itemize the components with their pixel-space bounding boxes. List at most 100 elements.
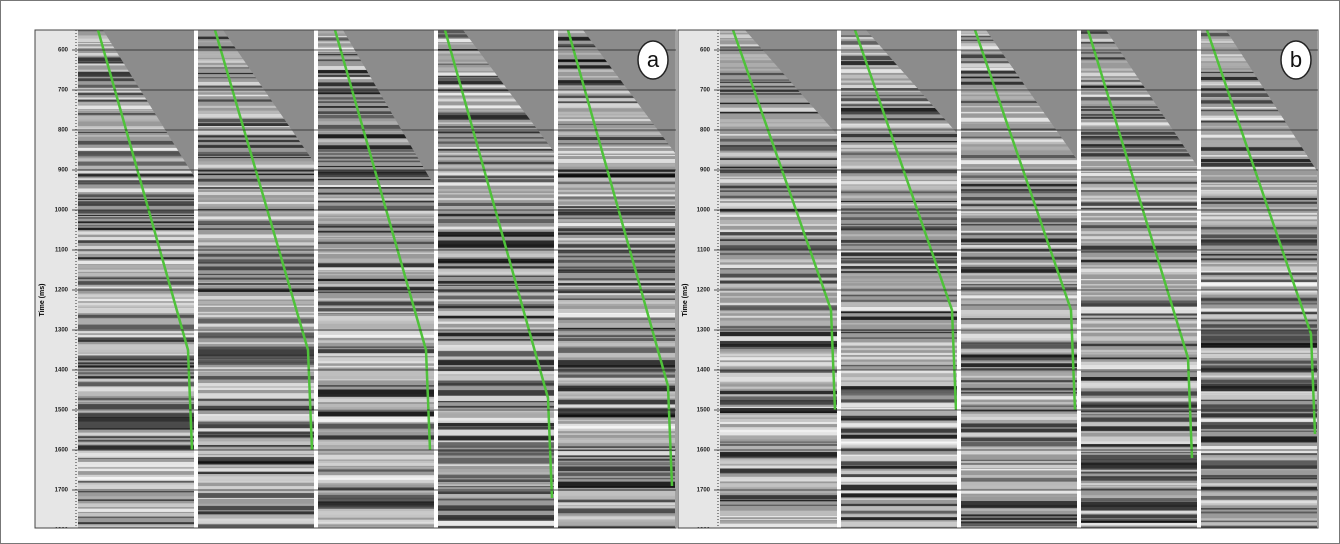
reflector	[198, 178, 314, 182]
reflector	[318, 482, 434, 485]
reflector	[78, 424, 194, 429]
reflector	[318, 430, 434, 433]
reflector	[318, 185, 434, 189]
reflector	[318, 357, 434, 363]
reflector	[720, 394, 837, 398]
reflector	[438, 321, 554, 324]
reflector	[198, 474, 314, 480]
reflector	[198, 99, 314, 102]
reflector	[318, 271, 434, 273]
reflector	[961, 136, 1077, 138]
reflector	[961, 130, 1077, 132]
reflector	[1201, 321, 1317, 325]
reflector	[961, 269, 1077, 273]
reflector	[1201, 503, 1317, 506]
reflector	[558, 522, 675, 526]
reflector	[78, 457, 194, 459]
reflector	[1201, 335, 1317, 341]
reflector	[318, 404, 434, 408]
reflector	[558, 457, 675, 459]
reflector	[438, 175, 554, 179]
reflector	[78, 97, 194, 99]
reflector	[961, 324, 1077, 328]
reflector	[318, 526, 434, 528]
reflector	[1081, 251, 1197, 253]
reflector	[558, 177, 675, 182]
reflector	[961, 464, 1077, 469]
reflector	[841, 294, 957, 297]
reflector	[198, 342, 314, 344]
reflector	[318, 139, 434, 143]
y-tick-label: 1300	[55, 328, 69, 334]
reflector	[78, 269, 194, 272]
reflector	[720, 199, 837, 202]
reflector	[78, 147, 194, 152]
reflector	[198, 506, 314, 511]
reflector	[1081, 90, 1197, 92]
reflector	[198, 262, 314, 264]
reflector	[1201, 338, 1317, 345]
reflector	[1081, 108, 1197, 111]
reflector	[1201, 212, 1317, 215]
reflector	[198, 301, 314, 305]
reflector	[961, 224, 1077, 226]
reflector	[1201, 399, 1317, 402]
y-tick-label: 1000	[697, 208, 711, 214]
reflector	[720, 459, 837, 463]
reflector	[1081, 377, 1197, 383]
label-circle	[637, 40, 669, 80]
reflector	[720, 134, 837, 136]
reflector	[1201, 97, 1317, 99]
reflector	[841, 69, 957, 73]
reflector	[961, 100, 1077, 104]
reflector	[318, 323, 434, 329]
reflector	[438, 275, 554, 277]
reflector	[198, 383, 314, 387]
y-tick-label: 800	[58, 128, 69, 134]
reflector	[1081, 245, 1197, 250]
reflector	[438, 299, 554, 302]
reflector	[318, 408, 434, 410]
reflector	[78, 468, 194, 472]
reflector	[961, 313, 1077, 319]
reflector	[961, 282, 1077, 285]
reflector	[558, 154, 675, 157]
reflector	[558, 244, 675, 248]
reflector	[841, 299, 957, 303]
reflector	[78, 445, 194, 450]
reflector	[318, 331, 434, 337]
reflector	[841, 470, 957, 475]
reflector	[318, 160, 434, 163]
reflector	[1201, 193, 1317, 197]
reflector	[558, 509, 675, 513]
reflector	[841, 415, 957, 420]
reflector	[1201, 262, 1317, 264]
gather-gap	[837, 30, 841, 528]
reflector	[318, 361, 434, 364]
reflector	[198, 295, 314, 300]
reflector	[720, 68, 837, 71]
reflector	[318, 394, 434, 399]
reflector	[198, 318, 314, 323]
reflector	[961, 248, 1077, 253]
reflector	[438, 155, 554, 157]
reflector	[720, 223, 837, 226]
reflector	[720, 479, 837, 482]
reflector	[720, 465, 837, 469]
reflector	[841, 278, 957, 282]
reflector	[961, 342, 1077, 345]
reflector	[438, 452, 554, 456]
reflector	[961, 428, 1077, 433]
reflector	[558, 146, 675, 149]
reflector	[78, 461, 194, 467]
reflector	[720, 346, 837, 350]
reflector	[961, 273, 1077, 276]
reflector	[961, 485, 1077, 491]
reflector	[720, 166, 837, 169]
reflector	[78, 305, 194, 310]
reflector	[558, 323, 675, 329]
reflector	[318, 210, 434, 214]
reflector	[1201, 109, 1317, 112]
reflector	[961, 211, 1077, 213]
reflector	[720, 302, 837, 307]
